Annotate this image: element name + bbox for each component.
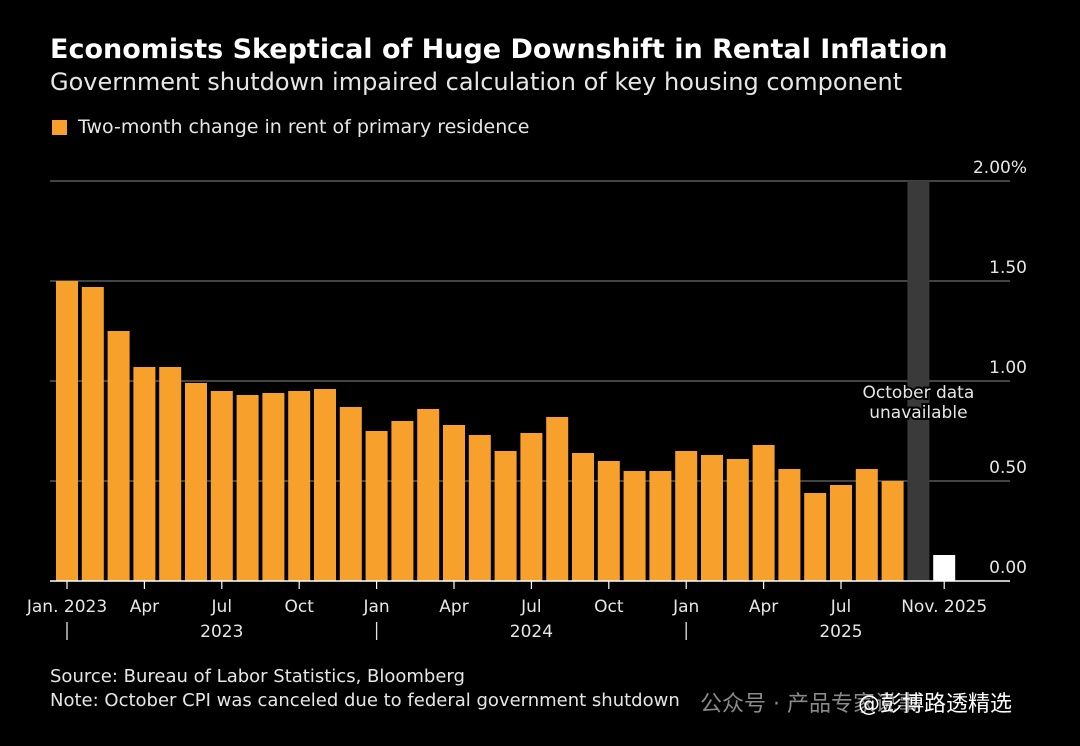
x-tick-label: Jul (520, 597, 542, 617)
bar (159, 367, 182, 581)
bar (443, 425, 465, 581)
bar (597, 461, 620, 581)
unavailable-band (907, 181, 930, 581)
year-label: 2024 (510, 622, 553, 642)
y-tick-label: 0.50 (989, 458, 1027, 478)
bar (339, 407, 362, 581)
x-tick-label: Apr (130, 597, 159, 617)
bar (236, 395, 259, 581)
legend-label: Two-month change in rent of primary resi… (78, 116, 530, 138)
bar (81, 287, 104, 581)
bar (494, 451, 517, 581)
legend: Two-month change in rent of primary resi… (52, 116, 529, 138)
bar (726, 459, 749, 581)
bar (649, 471, 672, 581)
bar (417, 409, 440, 581)
bar (314, 389, 336, 581)
x-tick-label: Jan (362, 597, 389, 617)
bar (778, 469, 801, 581)
bar (752, 445, 775, 581)
bar (210, 391, 233, 581)
bar (185, 383, 207, 581)
year-label: 2023 (200, 622, 243, 642)
y-tick-label: 2.00% (973, 158, 1027, 178)
bar (675, 451, 698, 581)
bars (56, 281, 956, 581)
x-axis (50, 580, 1010, 640)
x-tick-label: Jul (830, 597, 852, 617)
bar (830, 485, 852, 581)
bar (288, 391, 311, 581)
bar (107, 331, 130, 581)
chart-subtitle: Government shutdown impaired calculation… (50, 68, 903, 96)
bar (855, 469, 878, 581)
x-tick-label: Oct (284, 597, 314, 617)
bar (881, 481, 904, 581)
bar (468, 435, 491, 581)
x-tick-label: Oct (594, 597, 624, 617)
bar (365, 431, 388, 581)
unavailable-annotation: unavailable (869, 403, 967, 423)
bar-latest (933, 555, 956, 581)
bar (56, 281, 78, 581)
watermark-account: @彭博路透精选 (858, 692, 1013, 717)
labels: 2.00% 1.50 1.00 0.50 0.00 Jan. 2023 Apr Jul Oct J… (26, 158, 1027, 642)
watermark-channel: 公众号 · 产品专家说事 (700, 692, 919, 717)
chart-title: Economists Skeptical of Huge Downshift i… (50, 34, 948, 65)
legend-swatch (52, 119, 67, 135)
x-tick-label: Apr (749, 597, 778, 617)
y-tick-label: 0.00 (989, 558, 1027, 578)
x-tick-label: Apr (439, 597, 468, 617)
bar (133, 367, 156, 581)
bar (804, 493, 827, 581)
bar (546, 417, 569, 581)
bar (623, 471, 646, 581)
y-tick-label: 1.00 (989, 358, 1027, 378)
bar (262, 393, 285, 581)
bar (701, 455, 723, 581)
x-tick-label: Nov. 2025 (901, 597, 987, 617)
unavailable-annotation: October data (863, 383, 975, 403)
x-tick-label: Jan. 2023 (26, 597, 107, 617)
footnote: Note: October CPI was canceled due to fe… (50, 690, 680, 711)
shutdown-band (907, 181, 930, 581)
bar (520, 433, 543, 581)
bar (391, 421, 414, 581)
source-note: Source: Bureau of Labor Statistics, Bloo… (50, 666, 465, 687)
x-tick-label: Jan (672, 597, 699, 617)
x-tick-label: Jul (211, 597, 233, 617)
year-label: 2025 (819, 622, 862, 642)
y-tick-label: 1.50 (989, 258, 1027, 278)
bar (572, 453, 594, 581)
